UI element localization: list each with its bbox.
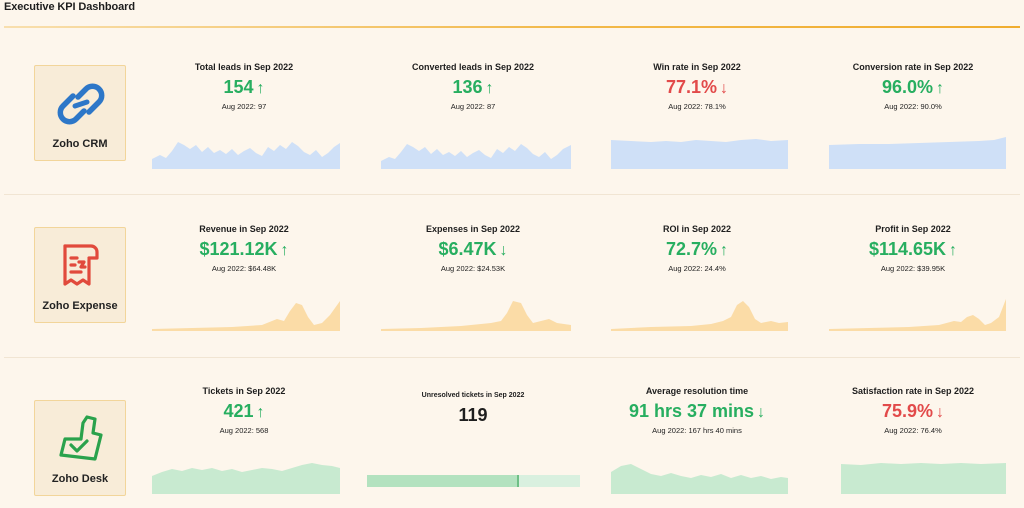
kpi-previous: Aug 2022: 87 <box>450 102 496 111</box>
kpi-value: 72.7% ↑ <box>665 239 729 259</box>
kpi-previous: Aug 2022: $24.53K <box>440 264 506 273</box>
up-arrow-icon: ↑ <box>256 80 265 97</box>
desk-row: Zoho Desk Tickets in Sep 2022 421 ↑ Aug 2… <box>0 354 1024 508</box>
up-arrow-icon: ↑ <box>485 80 494 97</box>
desk-check-icon <box>59 415 103 461</box>
kpi-value: $114.65K ↑ <box>868 239 958 259</box>
kpi-previous: Aug 2022: $39.95K <box>880 264 946 273</box>
crm-app-tile[interactable]: Zoho CRM <box>34 65 126 161</box>
kpi-roi[interactable]: ROI in Sep 2022 72.7% ↑ Aug 2022: 24.4% <box>597 224 797 273</box>
row-divider <box>4 194 1020 195</box>
kpi-value: 96.0% ↑ <box>881 77 945 97</box>
kpi-label: Average resolution time <box>645 386 749 396</box>
kpi-label: Profit in Sep 2022 <box>875 224 951 234</box>
kpi-label: Satisfaction rate in Sep 2022 <box>851 386 975 396</box>
resolution-time-sparkline <box>611 464 788 494</box>
kpi-label: Conversion rate in Sep 2022 <box>852 62 974 72</box>
kpi-value: 136 ↑ <box>452 77 494 97</box>
kpi-label: Revenue in Sep 2022 <box>199 224 289 234</box>
kpi-profit[interactable]: Profit in Sep 2022 $114.65K ↑ Aug 2022: $… <box>813 224 1013 273</box>
kpi-total-leads[interactable]: Total leads in Sep 2022 154 ↑ Aug 2022: 9… <box>144 62 344 111</box>
kpi-label: Expenses in Sep 2022 <box>425 224 521 234</box>
kpi-average-resolution-time[interactable]: Average resolution time 91 hrs 37 mins ↓ … <box>597 386 797 435</box>
unresolved-tickets-bar-fill <box>367 475 519 487</box>
total-leads-sparkline <box>152 142 340 169</box>
unresolved-tickets-bar-marker <box>517 475 520 487</box>
kpi-value: 119 <box>458 405 488 425</box>
kpi-label: Win rate in Sep 2022 <box>653 62 741 72</box>
kpi-value: 75.9% ↓ <box>881 401 945 421</box>
revenue-sparkline <box>152 301 340 331</box>
conversion-rate-sparkline <box>829 137 1006 169</box>
kpi-label: Total leads in Sep 2022 <box>194 62 294 72</box>
kpi-value: 154 ↑ <box>223 77 265 97</box>
crm-app-name: Zoho CRM <box>52 138 108 150</box>
converted-leads-sparkline <box>381 144 571 169</box>
down-arrow-icon: ↓ <box>720 80 729 97</box>
profit-sparkline <box>829 299 1006 331</box>
kpi-converted-leads[interactable]: Converted leads in Sep 2022 136 ↑ Aug 202… <box>373 62 573 111</box>
kpi-previous: Aug 2022: $64.48K <box>211 264 277 273</box>
roi-sparkline <box>611 301 788 331</box>
kpi-label: Converted leads in Sep 2022 <box>411 62 535 72</box>
up-arrow-icon: ↑ <box>936 80 945 97</box>
down-arrow-icon: ↓ <box>936 404 945 421</box>
kpi-previous: Aug 2022: 568 <box>219 426 269 435</box>
title-divider <box>4 26 1020 28</box>
kpi-value: $121.12K ↑ <box>199 239 289 259</box>
unresolved-tickets-bar <box>367 475 580 487</box>
satisfaction-rate-sparkline <box>841 463 1006 494</box>
expense-app-tile[interactable]: Zoho Expense <box>34 227 126 323</box>
up-arrow-icon: ↑ <box>280 242 289 259</box>
kpi-conversion-rate[interactable]: Conversion rate in Sep 2022 96.0% ↑ Aug 2… <box>813 62 1013 111</box>
kpi-satisfaction-rate[interactable]: Satisfaction rate in Sep 2022 75.9% ↓ Aug… <box>813 386 1013 435</box>
dashboard-header: Executive KPI Dashboard <box>0 0 1024 30</box>
up-arrow-icon: ↑ <box>256 404 265 421</box>
kpi-previous: Aug 2022: 24.4% <box>668 264 726 273</box>
kpi-label: Tickets in Sep 2022 <box>202 386 286 396</box>
kpi-value: 77.1% ↓ <box>665 77 729 97</box>
kpi-value: $6.47K ↓ <box>438 239 508 259</box>
kpi-previous: Aug 2022: 76.4% <box>884 426 942 435</box>
kpi-tickets[interactable]: Tickets in Sep 2022 421 ↑ Aug 2022: 568 <box>144 386 344 435</box>
kpi-value: 91 hrs 37 mins ↓ <box>628 401 766 421</box>
kpi-label: ROI in Sep 2022 <box>662 224 732 234</box>
kpi-previous: Aug 2022: 78.1% <box>668 102 726 111</box>
up-arrow-icon: ↑ <box>720 242 729 259</box>
expenses-sparkline <box>381 301 571 331</box>
crm-rings-icon <box>57 83 105 125</box>
expense-app-name: Zoho Expense <box>42 300 118 312</box>
down-arrow-icon: ↓ <box>499 242 508 259</box>
desk-app-name: Zoho Desk <box>51 473 109 485</box>
kpi-unresolved-tickets[interactable]: Unresolved tickets in Sep 2022 119 <box>373 392 573 426</box>
row-divider <box>4 357 1020 358</box>
kpi-label: Unresolved tickets in Sep 2022 <box>421 392 525 399</box>
kpi-previous: Aug 2022: 90.0% <box>884 102 942 111</box>
down-arrow-icon: ↓ <box>757 404 766 421</box>
tickets-sparkline <box>152 463 340 494</box>
kpi-revenue[interactable]: Revenue in Sep 2022 $121.12K ↑ Aug 2022: … <box>144 224 344 273</box>
up-arrow-icon: ↑ <box>949 242 958 259</box>
dashboard-title: Executive KPI Dashboard <box>4 1 135 13</box>
kpi-previous: Aug 2022: 97 <box>221 102 267 111</box>
receipt-icon <box>63 244 99 286</box>
expense-row: Zoho Expense Revenue in Sep 2022 $121.12… <box>0 192 1024 354</box>
win-rate-sparkline <box>611 139 788 169</box>
kpi-expenses[interactable]: Expenses in Sep 2022 $6.47K ↓ Aug 2022: $… <box>373 224 573 273</box>
kpi-previous: Aug 2022: 167 hrs 40 mins <box>652 426 742 435</box>
kpi-win-rate[interactable]: Win rate in Sep 2022 77.1% ↓ Aug 2022: 78… <box>597 62 797 111</box>
crm-row: Zoho CRM Total leads in Sep 2022 154 ↑ Au… <box>0 30 1024 192</box>
desk-app-tile[interactable]: Zoho Desk <box>34 400 126 496</box>
kpi-value: 421 ↑ <box>223 401 265 421</box>
